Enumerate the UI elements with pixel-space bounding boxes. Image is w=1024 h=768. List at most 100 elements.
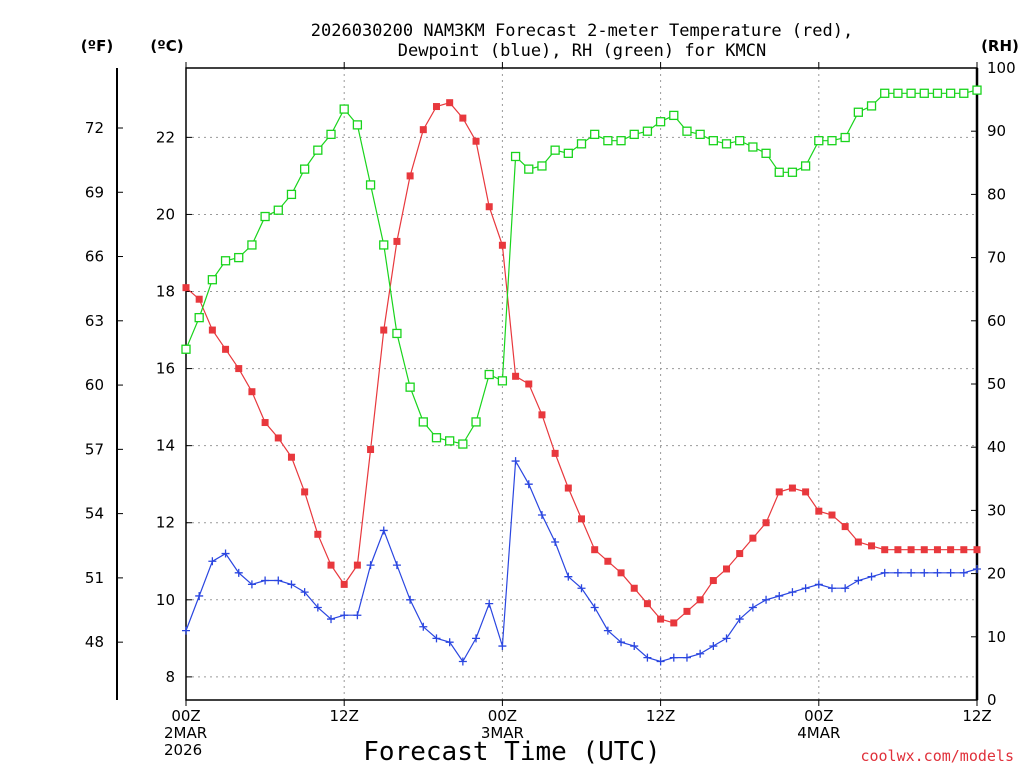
dewpoint-point: [814, 580, 823, 589]
dewpoint-point: [946, 568, 955, 577]
dewpoint-point: [551, 538, 560, 546]
dewpoint-point: [577, 584, 586, 593]
celsius-tick-label: 10: [156, 591, 175, 609]
rh-point: [655, 117, 666, 127]
fahrenheit-tick-label: 57: [85, 440, 104, 458]
temperature-point: [933, 546, 941, 554]
temperature-point: [815, 507, 823, 515]
dewpoint-point: [327, 615, 336, 624]
temperature-point: [459, 114, 467, 122]
fahrenheit-tick-label: 48: [85, 633, 104, 651]
fahrenheit-tick-label: 63: [85, 312, 104, 330]
rh-point: [339, 104, 349, 114]
rh-point: [365, 180, 376, 190]
rh-point: [590, 129, 600, 140]
temperature-point: [788, 484, 796, 492]
rh-point: [669, 110, 679, 121]
dewpoint-point: [735, 615, 744, 624]
temperature-point: [222, 345, 230, 353]
celsius-tick-label: 22: [156, 128, 175, 146]
rh-tick-label: 0: [987, 691, 997, 709]
temperature-point: [947, 546, 955, 554]
temperature-point: [314, 530, 322, 538]
fahrenheit-tick-label: 51: [85, 569, 104, 587]
celsius-tick-label: 8: [165, 668, 175, 686]
temperature-point: [498, 241, 506, 249]
rh-point: [247, 240, 257, 250]
rh-tick-label: 90: [987, 122, 1006, 140]
temperature-point: [432, 103, 440, 111]
dewpoint-point: [458, 657, 467, 666]
temperature-point: [472, 137, 480, 145]
temperature-point: [446, 99, 454, 107]
rh-point: [616, 136, 626, 146]
dewpoint-point: [880, 568, 889, 577]
x-tick-label: 00Z: [488, 707, 517, 725]
x-tick-label: 4MAR: [797, 724, 840, 742]
dewpoint-point: [485, 599, 494, 608]
dewpoint-point: [247, 580, 256, 589]
temperature-point: [854, 538, 862, 546]
temperature-point: [208, 326, 216, 334]
chart-title-line-2: Dewpoint (blue), RH (green) for KMCN: [398, 41, 766, 61]
dewpoint-point: [722, 634, 731, 643]
temperature-point: [762, 519, 770, 527]
x-tick-label: 00Z: [804, 707, 833, 725]
rh-point: [510, 151, 521, 162]
dewpoint-point: [432, 634, 441, 643]
grid-layer: [186, 68, 977, 700]
temperature-point: [630, 584, 638, 592]
temperature-point: [723, 565, 731, 573]
x-axis-title: Forecast Time (UTC): [363, 737, 660, 767]
temperature-point: [591, 546, 599, 554]
dewpoint-point: [669, 653, 678, 662]
dewpoint-point: [274, 576, 283, 585]
temperature-point: [367, 446, 375, 454]
dewpoint-point: [696, 649, 705, 658]
dewpoint-point: [762, 595, 771, 604]
rh-point: [418, 417, 428, 427]
temperature-point: [578, 515, 585, 523]
temperature-point: [248, 388, 256, 396]
credit-text: coolwx.com/models: [860, 747, 1014, 765]
rh-point: [945, 88, 956, 98]
temperature-point: [828, 511, 836, 519]
dewpoint-point: [709, 642, 718, 651]
celsius-axis-unit: (ºC): [150, 37, 183, 55]
dewpoint-point: [472, 634, 481, 643]
rh-point: [906, 88, 916, 98]
rh-tick-label: 50: [987, 375, 1006, 393]
dewpoint-point: [748, 603, 757, 612]
rh-point: [471, 417, 481, 427]
temperature-point: [657, 615, 665, 623]
rh-point: [326, 129, 336, 140]
celsius-tick-label: 12: [156, 514, 175, 532]
rh-point: [497, 376, 508, 386]
celsius-tick-label: 14: [156, 437, 175, 455]
dewpoint-series: [182, 457, 981, 666]
dewpoint-point: [300, 588, 309, 597]
rh-tick-label: 100: [987, 59, 1016, 77]
rh-tick-label: 40: [987, 438, 1006, 456]
temperature-point: [709, 577, 717, 585]
rh-point: [603, 136, 613, 146]
temperature-point: [353, 561, 361, 569]
dewpoint-point: [221, 549, 230, 558]
dewpoint-point: [920, 568, 929, 577]
rh-tick-label: 20: [987, 565, 1006, 583]
fahrenheit-axis-unit: (ºF): [81, 37, 113, 55]
rh-tick-label: 80: [987, 185, 1006, 203]
temperature-point: [406, 172, 414, 180]
fahrenheit-tick-label: 60: [85, 376, 104, 394]
temperature-point: [617, 569, 625, 577]
temperature-point: [195, 295, 203, 303]
rh-point: [682, 126, 692, 136]
rh-point: [721, 139, 732, 149]
temperature-point: [604, 557, 612, 565]
rh-point: [800, 161, 811, 171]
temperature-point: [670, 619, 678, 627]
rh-point: [959, 88, 969, 98]
temperature-point: [538, 411, 546, 419]
rh-point: [379, 240, 389, 250]
rh-tick-label: 60: [987, 312, 1006, 330]
